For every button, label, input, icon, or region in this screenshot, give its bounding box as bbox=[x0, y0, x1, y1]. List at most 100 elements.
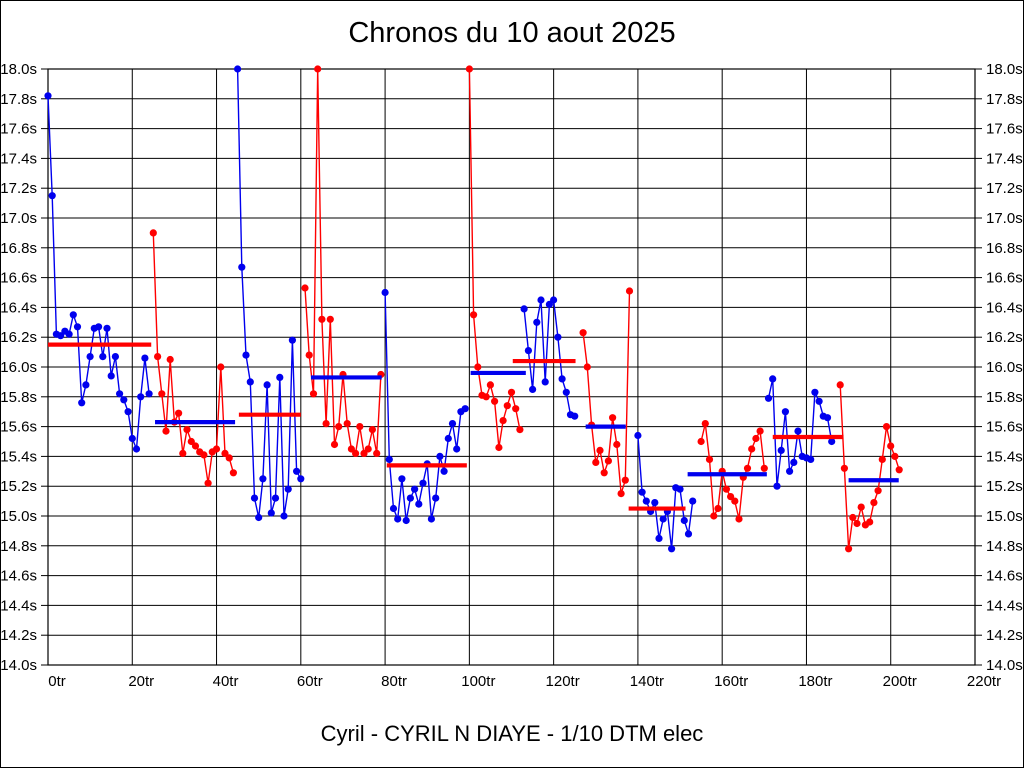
x-axis-label: 220tr bbox=[967, 673, 1001, 690]
y-axis-label-right: 18.0s bbox=[986, 61, 1023, 78]
lap-time-point bbox=[82, 381, 90, 389]
lap-time-point bbox=[280, 512, 288, 520]
y-axis-label-left: 17.6s bbox=[1, 121, 37, 138]
lap-time-point bbox=[550, 296, 558, 304]
y-axis-label-right: 14.4s bbox=[986, 597, 1023, 614]
lap-time-point bbox=[225, 454, 233, 462]
lap-time-point bbox=[99, 353, 107, 361]
lap-time-point bbox=[217, 363, 225, 371]
y-axis-label-left: 15.4s bbox=[1, 448, 37, 465]
lap-time-point bbox=[436, 452, 444, 460]
lap-time-point bbox=[579, 329, 587, 337]
lap-time-point bbox=[735, 515, 743, 523]
lap-time-point bbox=[512, 405, 520, 413]
lap-time-point bbox=[874, 487, 882, 495]
y-axis-label-right: 15.0s bbox=[986, 508, 1023, 525]
lap-time-point bbox=[137, 393, 145, 401]
lap-time-point bbox=[486, 381, 494, 389]
lap-time-point bbox=[491, 397, 499, 405]
x-axis-label: 40tr bbox=[213, 673, 239, 690]
lap-time-point bbox=[499, 417, 507, 425]
lap-time-point bbox=[828, 437, 836, 446]
lap-time-point bbox=[453, 445, 461, 453]
y-axis-label-left: 16.2s bbox=[1, 329, 37, 346]
lap-time-point bbox=[297, 475, 305, 483]
lap-time-point bbox=[364, 445, 372, 453]
lap-time-point bbox=[335, 423, 343, 431]
lap-time-point bbox=[857, 503, 865, 511]
lap-time-point bbox=[107, 372, 115, 380]
lap-time-point bbox=[807, 455, 815, 463]
x-axis-label: 180tr bbox=[798, 673, 832, 690]
lap-time-line bbox=[767, 378, 833, 487]
lap-time-point bbox=[69, 311, 77, 319]
lap-time-point bbox=[882, 423, 891, 431]
x-axis-label: 0tr bbox=[48, 673, 66, 690]
y-axis-label-left: 18.0s bbox=[1, 61, 37, 78]
lap-time-point bbox=[465, 65, 473, 73]
lap-time-point bbox=[65, 330, 73, 338]
lap-time-point bbox=[461, 405, 469, 413]
lap-time-point bbox=[373, 449, 381, 457]
lap-time-point bbox=[305, 351, 313, 359]
lap-time-point bbox=[668, 545, 676, 553]
lap-time-point bbox=[516, 426, 524, 434]
lap-time-point bbox=[764, 394, 773, 402]
lap-time-point bbox=[529, 385, 537, 393]
lap-time-point bbox=[701, 420, 709, 428]
chart-subtitle: Cyril - CYRIL N DIAYE - 1/10 DTM elec bbox=[320, 721, 704, 746]
lap-time-point bbox=[402, 516, 410, 525]
lap-time-point bbox=[242, 351, 250, 359]
y-axis-label-left: 17.0s bbox=[1, 210, 37, 227]
lap-time-point bbox=[659, 515, 667, 523]
lap-time-point bbox=[651, 499, 659, 507]
lap-time-point bbox=[554, 333, 562, 341]
lap-time-point bbox=[474, 363, 482, 371]
y-axis-label-right: 14.6s bbox=[986, 568, 1023, 585]
lap-time-point bbox=[44, 92, 52, 100]
lap-time-point bbox=[250, 494, 259, 502]
lap-time-point bbox=[642, 497, 650, 505]
lap-time-point bbox=[815, 397, 823, 405]
lap-time-point bbox=[727, 493, 735, 501]
lap-time-point bbox=[322, 420, 330, 428]
y-axis-label-left: 17.4s bbox=[1, 150, 37, 167]
lap-time-point bbox=[145, 390, 153, 398]
lap-time-point bbox=[887, 442, 895, 450]
x-axis-label: 200tr bbox=[883, 673, 917, 690]
lap-time-point bbox=[301, 284, 309, 292]
lap-time-point bbox=[124, 408, 132, 416]
y-axis-label-left: 16.6s bbox=[1, 270, 37, 287]
series-red-stint bbox=[836, 381, 903, 553]
y-axis-label-left: 14.6s bbox=[1, 568, 37, 585]
lap-time-point bbox=[221, 449, 229, 457]
lap-time-point bbox=[175, 409, 183, 417]
lap-time-point bbox=[638, 488, 646, 496]
lap-time-point bbox=[259, 475, 267, 483]
lap-time-point bbox=[634, 431, 642, 440]
lap-time-point bbox=[845, 545, 853, 553]
lap-time-point bbox=[419, 479, 427, 487]
lap-time-point bbox=[895, 466, 903, 474]
lap-time-point bbox=[267, 509, 275, 517]
lap-time-point bbox=[495, 443, 503, 452]
lap-time-point bbox=[777, 446, 785, 454]
lap-time-point bbox=[141, 354, 149, 362]
lap-time-point bbox=[676, 485, 684, 493]
lap-time-point bbox=[596, 446, 604, 454]
y-axis-label-right: 15.8s bbox=[986, 389, 1023, 406]
y-axis-label-left: 14.8s bbox=[1, 538, 37, 555]
lap-time-point bbox=[655, 534, 663, 543]
lap-time-point bbox=[786, 467, 794, 475]
y-axis-label-right: 16.2s bbox=[986, 329, 1023, 346]
lap-time-point bbox=[507, 388, 516, 396]
lap-time-point bbox=[200, 451, 208, 459]
y-axis-label-right: 14.0s bbox=[986, 657, 1023, 674]
lap-time-point bbox=[132, 445, 141, 453]
y-axis-label-left: 15.2s bbox=[1, 478, 37, 495]
lap-time-point bbox=[609, 414, 617, 422]
y-axis-label-left: 17.8s bbox=[1, 91, 37, 108]
series-red-stint bbox=[301, 65, 385, 457]
lap-time-point bbox=[769, 375, 777, 383]
